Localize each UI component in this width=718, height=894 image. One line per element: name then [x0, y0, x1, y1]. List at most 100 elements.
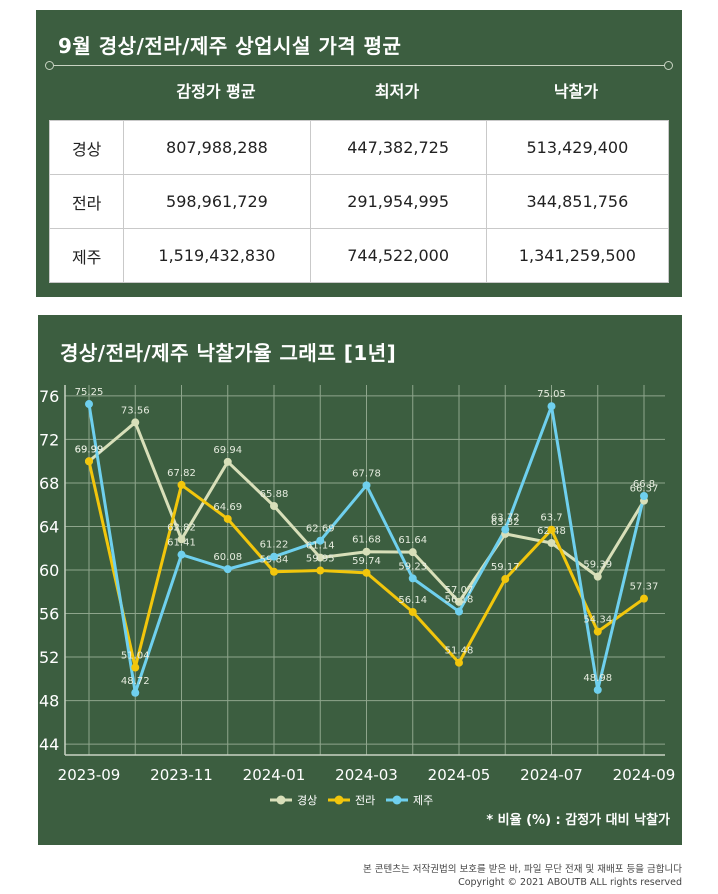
data-point — [501, 525, 510, 534]
data-point — [131, 663, 140, 672]
data-point — [316, 553, 325, 562]
chart-panel: 경상/전라/제주 낙찰가율 그래프 [1년] 44 48 52 56 60 64 68 72 7… — [38, 315, 682, 845]
data-point — [455, 607, 463, 616]
table-cell: 744,522,000 — [309, 228, 487, 283]
y-tick-label: 48 — [39, 692, 59, 711]
data-point — [547, 402, 556, 411]
data-point — [593, 572, 602, 581]
divider-left-dot — [45, 61, 54, 70]
data-label: 75.05 — [537, 389, 566, 400]
legend-label: 제주 — [413, 794, 433, 807]
table-row: 경상 807,988,288 447,382,725 513,429,400 — [48, 120, 670, 175]
legend-label: 경상 — [297, 794, 317, 807]
data-point — [455, 597, 463, 606]
data-label: 61.22 — [260, 540, 289, 551]
data-point — [270, 552, 278, 561]
y-tick-label: 68 — [39, 474, 59, 493]
data-label: 69.99 — [75, 444, 104, 455]
legend-marker — [392, 795, 402, 805]
x-tick-label: 2024-09 — [613, 766, 676, 784]
data-label: 62.82 — [167, 522, 196, 533]
data-label: 69.99 — [75, 444, 104, 455]
x-tick-label: 2024-05 — [428, 766, 491, 784]
y-tick-label: 52 — [39, 648, 59, 667]
data-point — [408, 574, 417, 583]
data-point — [177, 550, 186, 559]
y-tick-label: 64 — [39, 517, 59, 536]
data-label: 67.78 — [352, 468, 381, 479]
data-point — [177, 480, 186, 489]
x-tick-label: 2024-03 — [335, 766, 398, 784]
row-header: 전라 — [48, 174, 125, 229]
data-label: 59.17 — [491, 562, 520, 573]
data-label: 59.39 — [583, 560, 612, 571]
data-label: 48.98 — [583, 673, 612, 684]
legend-label: 전라 — [355, 794, 375, 807]
data-label: 61.68 — [352, 535, 381, 546]
title-divider — [45, 61, 673, 70]
data-label: 60.08 — [213, 552, 242, 563]
data-label: 57.07 — [445, 585, 474, 596]
data-label: 54.34 — [583, 615, 612, 626]
data-label: 63.72 — [491, 513, 520, 524]
data-point — [362, 481, 371, 490]
data-point — [593, 685, 602, 694]
header-minimum-price: 최저가 — [374, 82, 420, 101]
table-cell: 513,429,400 — [485, 120, 670, 175]
data-label: 59.23 — [398, 561, 427, 572]
data-point — [408, 608, 417, 617]
data-label: 59.95 — [306, 554, 335, 565]
table-cell: 598,961,729 — [123, 174, 311, 229]
data-point — [131, 688, 140, 697]
copyright-notice: 본 콘텐츠는 저작권법의 보호를 받은 바, 파일 무단 전재 및 재배포 등을… — [363, 864, 682, 875]
y-tick-label: 44 — [39, 735, 59, 754]
table-cell: 447,382,725 — [309, 120, 487, 175]
data-label: 56.14 — [398, 595, 427, 606]
data-point — [270, 502, 278, 511]
header-winning-bid: 낙찰가 — [553, 82, 599, 101]
data-point — [316, 536, 325, 545]
data-point — [223, 514, 232, 523]
data-point — [177, 535, 186, 544]
data-label: 75.25 — [75, 387, 104, 398]
data-label: 61.14 — [306, 541, 335, 552]
data-label: 51.04 — [121, 651, 150, 662]
data-label: 61.41 — [167, 538, 196, 549]
data-point — [316, 566, 325, 575]
data-point — [547, 539, 556, 548]
data-label: 67.82 — [167, 468, 196, 479]
table-cell: 1,341,259,500 — [485, 228, 670, 283]
data-point — [85, 400, 93, 409]
table-cell: 291,954,995 — [309, 174, 487, 229]
data-label: 63.7 — [540, 513, 562, 524]
header-appraisal-average: 감정가 평균 — [176, 82, 256, 101]
data-label: 62.69 — [306, 524, 335, 535]
data-label: 64.69 — [213, 502, 242, 513]
data-point — [640, 492, 648, 500]
legend-marker — [334, 795, 344, 805]
table-row: 제주 1,519,432,830 744,522,000 1,341,259,5… — [48, 228, 670, 283]
price-table-panel: 9월 경상/전라/제주 상업시설 가격 평균 감정가 평균 최저가 낙찰가 경상… — [36, 10, 682, 297]
copyright-line: Copyright © 2021 ABOUTB ALL rights reser… — [458, 877, 682, 888]
x-tick-label: 2024-01 — [243, 766, 306, 784]
y-tick-label: 76 — [39, 387, 59, 406]
x-tick-label: 2024-07 — [520, 766, 583, 784]
data-label: 69.94 — [213, 445, 242, 456]
data-label: 61.64 — [398, 535, 427, 546]
row-header: 경상 — [48, 120, 125, 175]
table-row: 전라 598,961,729 291,954,995 344,851,756 — [48, 174, 670, 229]
data-point — [547, 525, 556, 534]
data-label: 73.56 — [121, 405, 150, 416]
data-label: 48.72 — [121, 676, 150, 687]
table-cell: 1,519,432,830 — [123, 228, 311, 283]
data-point — [593, 627, 602, 636]
data-label: 51.48 — [445, 646, 474, 657]
data-label: 56.18 — [445, 595, 474, 606]
x-tick-label: 2023-11 — [150, 766, 213, 784]
y-tick-label: 60 — [39, 561, 59, 580]
data-point — [362, 568, 371, 577]
chart-title: 경상/전라/제주 낙찰가율 그래프 [1년] — [60, 341, 397, 365]
data-label: 65.88 — [260, 489, 289, 500]
x-tick-label: 2023-09 — [58, 766, 121, 784]
y-tick-label: 72 — [39, 430, 59, 449]
